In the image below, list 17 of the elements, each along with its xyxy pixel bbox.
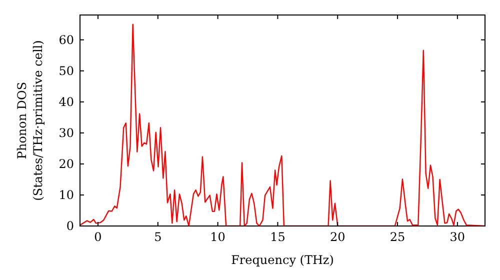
y-tick-label: 50 (58, 64, 74, 78)
x-axis-title: Frequency (THz) (231, 253, 334, 267)
y-tick-label: 0 (66, 219, 74, 234)
y-tick-label: 10 (58, 188, 74, 202)
line-series (80, 24, 485, 226)
x-tick-label: 15 (270, 230, 286, 244)
x-tick-label: 25 (390, 230, 406, 244)
y-tick-label: 30 (58, 126, 74, 140)
x-tick-label: 20 (330, 230, 346, 244)
y-tick-label: 20 (58, 157, 74, 172)
y-tick-label: 60 (58, 33, 74, 48)
y-axis-title: Phonon DOS (States/THz·primitive cell) (15, 40, 45, 201)
x-tick-label: 5 (154, 230, 162, 244)
x-tick-label: 0 (94, 230, 102, 244)
x-tick-label: 30 (450, 230, 466, 244)
x-tick-label: 10 (210, 230, 226, 244)
y-tick-label: 40 (58, 95, 74, 110)
